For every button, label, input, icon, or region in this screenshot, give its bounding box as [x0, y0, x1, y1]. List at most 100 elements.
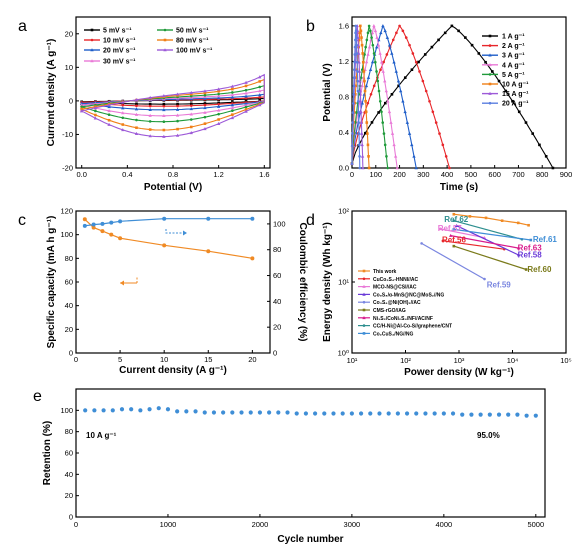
- gcd-marker: [361, 60, 365, 64]
- gcd-marker: [390, 131, 395, 135]
- gcd-marker: [357, 110, 360, 114]
- cv-marker: [216, 108, 221, 112]
- gcd-marker: [390, 51, 394, 55]
- retention-point: [221, 410, 226, 415]
- y-tick-label: -10: [62, 130, 73, 139]
- x-tick-label: 400: [441, 170, 454, 179]
- gcd-marker: [369, 93, 373, 96]
- cv-marker: [189, 131, 193, 135]
- gcd-marker: [357, 38, 361, 42]
- cv-marker: [189, 125, 193, 129]
- gcd-marker: [392, 143, 396, 147]
- ragone-point: [438, 227, 443, 231]
- legend-marker: [90, 28, 94, 32]
- cv-marker: [94, 109, 97, 113]
- gcd-marker: [367, 45, 372, 49]
- x-tick-label: 10³: [454, 356, 465, 365]
- retention-point: [331, 411, 336, 416]
- gcd-marker: [517, 110, 521, 114]
- x-axis-label: Potential (V): [144, 182, 202, 193]
- legend-label: 30 mV s⁻¹: [103, 59, 136, 66]
- retention-point: [506, 412, 511, 417]
- gcd-marker: [356, 79, 359, 83]
- gcd-marker: [398, 24, 401, 28]
- cv-marker: [244, 94, 248, 98]
- gcd-marker: [370, 31, 375, 35]
- cv-marker: [134, 112, 139, 116]
- cv-marker: [244, 105, 248, 109]
- ragone-line: [453, 220, 523, 240]
- gcd-curve: [351, 24, 417, 169]
- y-tick-label: 0: [69, 349, 73, 358]
- gcd-marker: [417, 60, 420, 64]
- x-tick-label: 900: [560, 170, 573, 179]
- retention-point: [211, 410, 217, 415]
- gcd-marker: [464, 36, 467, 39]
- gcd-marker: [392, 60, 396, 64]
- legend-marker: [488, 91, 492, 95]
- gcd-marker: [358, 155, 361, 158]
- retention-point: [377, 411, 382, 416]
- cv-marker: [107, 103, 111, 107]
- cv-marker: [107, 105, 111, 109]
- gcd-marker: [470, 43, 474, 47]
- cv-marker: [121, 100, 125, 104]
- y-tick-label: -20: [62, 164, 73, 173]
- cv-marker: [189, 118, 193, 121]
- cv-marker: [216, 87, 221, 91]
- gcd-marker: [434, 121, 438, 124]
- cv-marker: [203, 89, 207, 93]
- gcd-marker: [354, 29, 358, 33]
- gcd-marker: [351, 121, 355, 124]
- y-tick-label: 20: [65, 325, 73, 334]
- cv-marker: [244, 103, 248, 107]
- gcd-marker: [383, 101, 387, 105]
- cv-marker: [216, 94, 221, 98]
- gcd-marker: [378, 51, 382, 55]
- cv-marker: [231, 91, 234, 94]
- cv-marker: [176, 102, 179, 106]
- gcd-marker: [355, 52, 359, 55]
- cv-marker: [107, 118, 111, 122]
- gcd-marker: [363, 89, 367, 93]
- gcd-marker: [377, 89, 381, 93]
- gcd-marker: [377, 111, 380, 114]
- c-series-point: [206, 249, 211, 254]
- c-series-point: [100, 229, 105, 234]
- ragone-point: [500, 219, 504, 223]
- gcd-marker: [353, 38, 357, 42]
- legend-label: Co₉S₈/α-MnS@NC@MoS₂//NG: [373, 292, 444, 298]
- cv-marker: [216, 104, 221, 108]
- gcd-marker: [353, 101, 357, 105]
- y-tick-label: 10¹: [338, 278, 349, 287]
- c-series-point: [109, 232, 114, 237]
- y-tick-label: 10⁰: [338, 349, 349, 358]
- gcd-marker: [381, 24, 385, 28]
- y2-tick-label: 40: [273, 297, 281, 306]
- x-tick-label: 10: [160, 355, 168, 364]
- cv-marker: [203, 93, 207, 97]
- gcd-marker: [430, 45, 434, 49]
- c-series-point: [100, 221, 105, 226]
- x-tick-label: 1000: [160, 520, 177, 529]
- gcd-marker: [354, 31, 357, 35]
- legend-label: 5 A g⁻¹: [502, 72, 525, 79]
- panel-label-b: b: [306, 18, 315, 35]
- gcd-marker: [351, 101, 355, 105]
- legend-marker: [488, 101, 492, 105]
- gcd-marker: [414, 166, 418, 170]
- gcd-marker: [395, 31, 398, 35]
- gcd-marker: [544, 155, 548, 158]
- gcd-marker: [403, 109, 407, 114]
- x-axis-label: Current density (A g⁻¹): [119, 365, 227, 376]
- x-axis-label: Cycle number: [277, 534, 343, 545]
- cv-marker: [162, 128, 166, 132]
- retention-point: [156, 406, 161, 411]
- cv-marker: [189, 102, 193, 106]
- x-tick-label: 0.0: [76, 170, 86, 179]
- gcd-marker: [358, 79, 362, 83]
- gcd-marker: [408, 43, 411, 47]
- gcd-marker: [511, 99, 514, 103]
- y-tick-label: 100: [60, 230, 73, 239]
- gcd-marker: [350, 162, 354, 165]
